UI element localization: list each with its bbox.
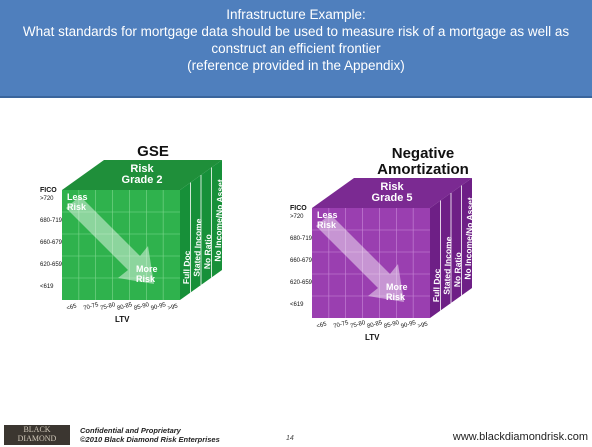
- more-risk: Risk: [136, 274, 156, 284]
- fico-band: <619: [40, 284, 54, 290]
- fico-band: 620-659: [290, 280, 313, 286]
- more-risk: Risk: [386, 292, 406, 302]
- cube-title: GSE: [137, 143, 169, 160]
- ltv-band: <65: [66, 303, 78, 312]
- fico-label: FICO: [40, 187, 57, 194]
- less-risk: Less: [67, 192, 88, 202]
- cube-title: Amortization: [377, 161, 469, 178]
- fico-band: <619: [290, 302, 304, 308]
- ltv-band: 70-75: [83, 302, 100, 312]
- fico-band: >720: [290, 214, 304, 220]
- confidential: Confidential and Proprietary ©2010 Black…: [80, 426, 220, 444]
- fico-band: 680-719: [40, 218, 63, 224]
- ltv-band: 70-75: [333, 320, 350, 330]
- footer: BLACK DIAMOND Confidential and Proprieta…: [0, 423, 592, 447]
- doc-type: No Income/No Asset: [213, 179, 226, 262]
- ltv-label: LTV: [365, 333, 380, 342]
- ltv-band: 85-90: [383, 320, 400, 330]
- doc-type: No Ratio: [202, 234, 213, 269]
- ltv-band: 75-80: [350, 320, 367, 330]
- doc-type: Full Doc: [431, 268, 442, 302]
- ltv-band: 80-85: [117, 302, 134, 312]
- doc-type: No Ratio: [452, 252, 463, 287]
- fico-band: 620-659: [40, 262, 63, 268]
- ltv-band: 90-95: [150, 302, 167, 312]
- more-risk: More: [136, 264, 158, 274]
- copyright: ©2010 Black Diamond Risk Enterprises: [80, 435, 220, 444]
- header: Infrastructure Example: What standards f…: [0, 0, 592, 98]
- risk-grade: Grade 5: [372, 192, 413, 204]
- header-note: (reference provided in the Appendix): [6, 57, 586, 74]
- fico-label: FICO: [290, 205, 307, 212]
- website: www.blackdiamondrisk.com: [453, 431, 588, 443]
- header-question: What standards for mortgage data should …: [6, 23, 586, 57]
- doc-type: Full Doc: [181, 250, 192, 284]
- more-risk: More: [386, 282, 408, 292]
- ltv-label: LTV: [115, 315, 130, 324]
- less-risk: Less: [317, 210, 338, 220]
- less-risk: Risk: [317, 220, 337, 230]
- ltv-band: 80-85: [367, 320, 384, 330]
- cube-title: Negative: [392, 145, 455, 162]
- ltv-band: >95: [417, 321, 429, 330]
- less-risk: Risk: [67, 202, 87, 212]
- fico-band: 660-679: [40, 240, 63, 246]
- page-number: 14: [286, 435, 294, 442]
- logo: BLACK DIAMOND: [4, 425, 70, 445]
- fico-band: 660-679: [290, 258, 313, 264]
- fico-band: >720: [40, 196, 54, 202]
- confidential-line: Confidential and Proprietary: [80, 426, 220, 435]
- risk-grade: Grade 2: [122, 174, 163, 186]
- ltv-band: 90-95: [400, 320, 417, 330]
- ltv-band: >95: [167, 303, 179, 312]
- header-title: Infrastructure Example:: [6, 6, 586, 23]
- fico-band: 680-719: [290, 236, 313, 242]
- doc-type: No Income/No Asset: [463, 197, 476, 280]
- ltv-band: 75-80: [100, 302, 117, 312]
- ltv-band: <65: [316, 321, 328, 330]
- slide: Infrastructure Example: What standards f…: [0, 0, 592, 447]
- ltv-band: 85-90: [133, 302, 150, 312]
